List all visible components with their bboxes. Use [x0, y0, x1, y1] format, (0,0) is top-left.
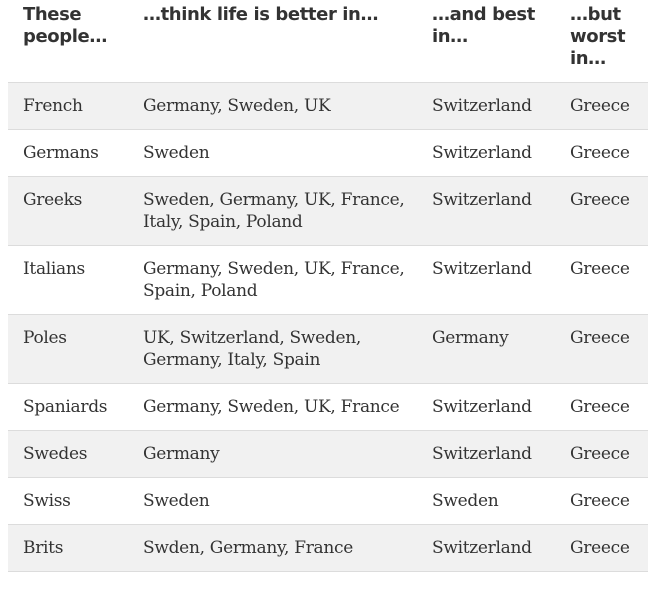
cell-people: Germans: [23, 143, 99, 163]
cell-people: Swiss: [23, 491, 71, 511]
cell-best-in: Germany: [432, 328, 509, 348]
cell-best-in: Switzerland: [432, 143, 532, 163]
cell-best-in: Switzerland: [432, 259, 532, 279]
cell-better-in: Sweden: [143, 491, 210, 511]
header-best-in: …and best in…: [432, 4, 535, 47]
cell-better-in: UK, Switzerland, Sweden, Germany, Italy,…: [143, 328, 362, 370]
cell-people: French: [23, 96, 83, 116]
cell-worst-in: Greece: [570, 491, 630, 511]
cell-best-in: Switzerland: [432, 538, 532, 558]
cell-best-in: Switzerland: [432, 444, 532, 464]
cell-people: Italians: [23, 259, 85, 279]
cell-best-in: Switzerland: [432, 96, 532, 116]
table-row: Italians Germany, Sweden, UK, France, Sp…: [8, 245, 648, 315]
cell-people: Brits: [23, 538, 64, 558]
cell-best-in: Switzerland: [432, 397, 532, 417]
table-row: Germans Sweden Switzerland Greece: [8, 129, 648, 177]
table-row: Greeks Sweden, Germany, UK, France, Ital…: [8, 176, 648, 246]
cell-worst-in: Greece: [570, 259, 630, 279]
cell-worst-in: Greece: [570, 143, 630, 163]
cell-people: Spaniards: [23, 397, 108, 417]
header-better-in: …think life is better in…: [143, 4, 379, 25]
cell-worst-in: Greece: [570, 328, 630, 348]
cell-people: Poles: [23, 328, 67, 348]
cell-worst-in: Greece: [570, 444, 630, 464]
table-row: Brits Swden, Germany, France Switzerland…: [8, 524, 648, 572]
cell-better-in: Swden, Germany, France: [143, 538, 354, 558]
comparison-table: These people… …think life is better in… …: [8, 0, 648, 572]
cell-better-in: Sweden, Germany, UK, France, Italy, Spai…: [143, 190, 405, 232]
table-row: Poles UK, Switzerland, Sweden, Germany, …: [8, 314, 648, 384]
cell-better-in: Germany, Sweden, UK, France: [143, 397, 400, 417]
cell-worst-in: Greece: [570, 538, 630, 558]
cell-best-in: Switzerland: [432, 190, 532, 210]
table-row: Swiss Sweden Sweden Greece: [8, 477, 648, 525]
header-worst-in: …but worst in…: [570, 4, 626, 69]
header-row: These people… …think life is better in… …: [8, 0, 648, 83]
table-header: These people… …think life is better in… …: [8, 0, 648, 83]
cell-worst-in: Greece: [570, 397, 630, 417]
cell-better-in: Germany: [143, 444, 220, 464]
cell-people: Greeks: [23, 190, 83, 210]
cell-best-in: Sweden: [432, 491, 499, 511]
header-people: These people…: [23, 4, 107, 47]
cell-worst-in: Greece: [570, 96, 630, 116]
table-row: French Germany, Sweden, UK Switzerland G…: [8, 82, 648, 130]
table-row: Swedes Germany Switzerland Greece: [8, 430, 648, 478]
cell-worst-in: Greece: [570, 190, 630, 210]
table-body: French Germany, Sweden, UK Switzerland G…: [8, 82, 648, 572]
cell-better-in: Germany, Sweden, UK, France, Spain, Pola…: [143, 259, 405, 301]
table-container: These people… …think life is better in… …: [8, 0, 648, 572]
table-row: Spaniards Germany, Sweden, UK, France Sw…: [8, 383, 648, 431]
cell-better-in: Sweden: [143, 143, 210, 163]
cell-better-in: Germany, Sweden, UK: [143, 96, 331, 116]
cell-people: Swedes: [23, 444, 88, 464]
